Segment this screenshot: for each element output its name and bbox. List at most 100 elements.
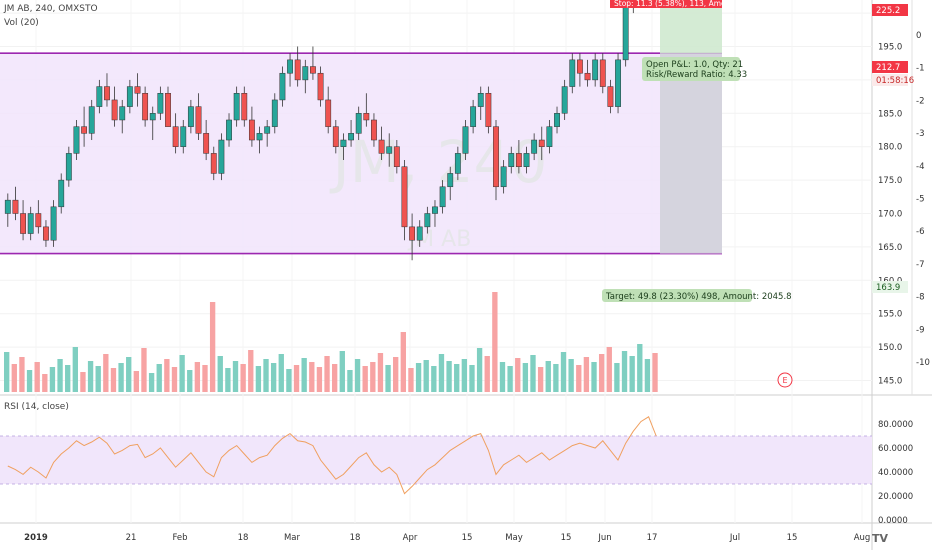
volume-bar bbox=[148, 373, 155, 392]
candle-body bbox=[584, 72, 591, 81]
volume-bar bbox=[560, 352, 567, 392]
volume-bar bbox=[484, 356, 490, 392]
time-tick-label: Apr bbox=[403, 533, 418, 543]
candle-body bbox=[20, 213, 26, 234]
candle-body bbox=[134, 86, 141, 94]
volume-bar bbox=[26, 370, 33, 392]
candle-body bbox=[523, 153, 530, 167]
rsi-tick-label: 0.0000 bbox=[878, 516, 908, 526]
candle-body bbox=[195, 106, 202, 134]
candle-body bbox=[172, 126, 179, 147]
open-pnl-label-bg bbox=[642, 57, 740, 81]
candle-body bbox=[43, 226, 49, 241]
volume-bar bbox=[568, 359, 574, 392]
candle-body bbox=[470, 106, 477, 127]
volume-bar bbox=[476, 348, 483, 392]
candle-body bbox=[325, 99, 332, 127]
volume-bar bbox=[11, 364, 17, 392]
rsi-tick-label: 20.0000 bbox=[878, 492, 913, 502]
secondary-tick-label: -2 bbox=[916, 96, 924, 106]
secondary-tick-label: -5 bbox=[916, 195, 924, 205]
secondary-tick-label: -8 bbox=[916, 293, 924, 303]
target-label-bg bbox=[602, 289, 752, 302]
volume-bar bbox=[606, 347, 612, 392]
candle-body bbox=[73, 126, 80, 154]
overlay-labels: Stop: 11.3 (5.38%), 113, Amount: 758.3 Op… bbox=[602, 0, 914, 388]
candle-body bbox=[538, 139, 545, 147]
volume-bar bbox=[446, 361, 452, 392]
candle-body bbox=[165, 93, 171, 127]
volume-bar bbox=[614, 363, 620, 392]
volume-bar bbox=[324, 356, 330, 392]
secondary-tick-label: -4 bbox=[916, 162, 924, 172]
time-tick-label: 15 bbox=[561, 533, 572, 543]
volume-bar bbox=[4, 352, 10, 392]
candle-body bbox=[393, 146, 400, 167]
secondary-tick-label: -9 bbox=[916, 325, 924, 335]
candle-body bbox=[271, 99, 278, 127]
volume-bar bbox=[438, 354, 445, 392]
candle-body bbox=[348, 133, 354, 141]
volume-bar bbox=[332, 364, 338, 392]
volume-bar bbox=[187, 370, 193, 392]
volume-bar bbox=[431, 366, 437, 392]
time-tick-label: 18 bbox=[238, 533, 249, 543]
volume-bar bbox=[377, 353, 384, 392]
candle-body bbox=[508, 153, 515, 167]
candle-body bbox=[454, 153, 461, 174]
candle-body bbox=[256, 133, 263, 141]
volume-bar bbox=[415, 363, 422, 392]
bar-countdown-badge-bg bbox=[872, 74, 908, 86]
volume-bar bbox=[515, 358, 521, 392]
volume-bar bbox=[309, 362, 315, 392]
time-tick-label: 15 bbox=[462, 533, 473, 543]
rsi-indicator-title[interactable]: RSI (14, close) bbox=[4, 402, 69, 412]
volume-bar bbox=[423, 360, 429, 392]
candle-body bbox=[363, 113, 370, 121]
volume-bar bbox=[19, 357, 25, 392]
volume-bar bbox=[537, 367, 544, 392]
time-tick-label: Jul bbox=[729, 533, 740, 543]
candle-body bbox=[607, 86, 614, 107]
price-tick-label: 175.0 bbox=[878, 176, 902, 186]
candle-body bbox=[88, 106, 95, 134]
price-tick-label: 155.0 bbox=[878, 310, 902, 320]
volume-bar bbox=[49, 367, 56, 392]
candle-body bbox=[35, 213, 42, 228]
candle-body bbox=[332, 126, 339, 147]
volume-bar bbox=[248, 350, 254, 392]
earnings-event-label: E bbox=[782, 376, 787, 385]
watermark-big: JM, 240 bbox=[330, 128, 548, 196]
candle-body bbox=[409, 226, 416, 241]
candle-body bbox=[226, 119, 232, 141]
price-tick-label: 165.0 bbox=[878, 243, 902, 253]
candle-body bbox=[58, 179, 65, 208]
target-price-badge-bg bbox=[872, 281, 908, 293]
volume-bar bbox=[209, 302, 216, 392]
symbol-title[interactable]: JM AB, 240, OMXSTO bbox=[4, 4, 98, 14]
candle-body bbox=[561, 86, 568, 114]
price-tick-label: 150.0 bbox=[878, 343, 902, 353]
candle-body bbox=[531, 139, 538, 154]
candle-body bbox=[302, 66, 309, 81]
open-pnl-label: Open P&L: 1.0, Qty: 21 bbox=[646, 60, 743, 70]
candle-body bbox=[149, 113, 156, 121]
volume-bar bbox=[469, 365, 475, 392]
candle-body bbox=[485, 93, 492, 127]
time-tick-label: Aug bbox=[854, 533, 871, 543]
price-tick-label: 170.0 bbox=[878, 210, 902, 220]
time-tick-label: Jun bbox=[597, 533, 611, 543]
candle-body bbox=[378, 139, 385, 154]
volume-bar bbox=[644, 359, 651, 392]
volume-bar bbox=[141, 348, 147, 392]
candle-body bbox=[615, 59, 621, 107]
candle-body bbox=[218, 139, 225, 174]
candle-body bbox=[81, 126, 88, 134]
candle-body bbox=[371, 119, 377, 141]
volume-bar bbox=[171, 367, 178, 392]
volume-bar bbox=[576, 365, 582, 392]
time-tick-label: 21 bbox=[126, 533, 137, 543]
volume-bar bbox=[591, 362, 597, 392]
volume-indicator-title[interactable]: Vol (20) bbox=[4, 18, 39, 28]
stop-label-bg bbox=[610, 0, 722, 8]
